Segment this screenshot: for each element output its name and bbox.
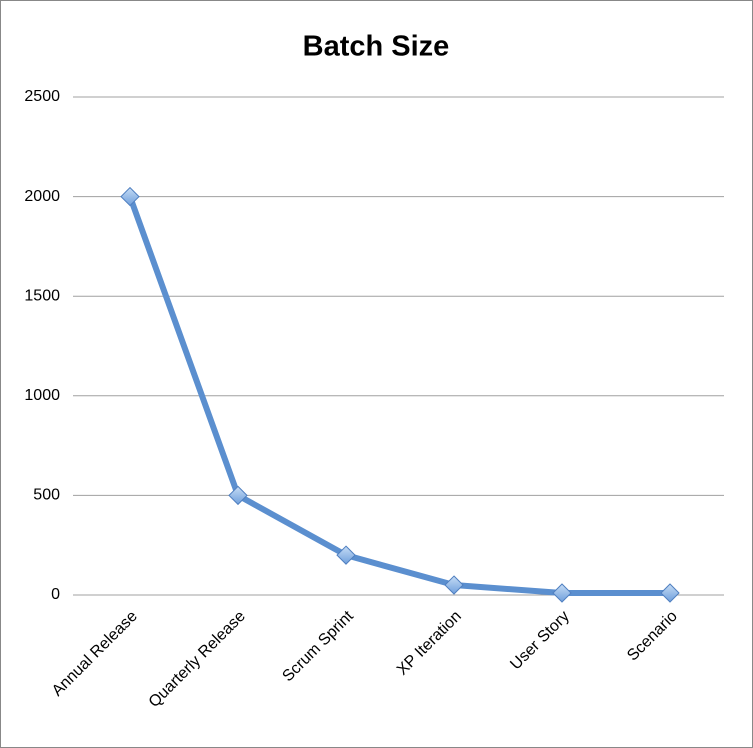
marker	[660, 583, 680, 603]
marker	[336, 545, 356, 565]
marker	[228, 485, 248, 506]
chart-title: Batch Size	[303, 31, 450, 63]
marker	[444, 575, 464, 595]
y-tick-label: 1000	[24, 387, 60, 404]
y-tick-label: 2000	[24, 188, 60, 205]
y-tick-label: 0	[51, 586, 60, 603]
y-tick-label: 2500	[24, 88, 60, 105]
marker	[552, 583, 572, 603]
marker	[120, 186, 140, 207]
line	[127, 195, 670, 597]
y-tick-label: 500	[33, 487, 60, 504]
y-tick-label: 1500	[24, 287, 60, 304]
